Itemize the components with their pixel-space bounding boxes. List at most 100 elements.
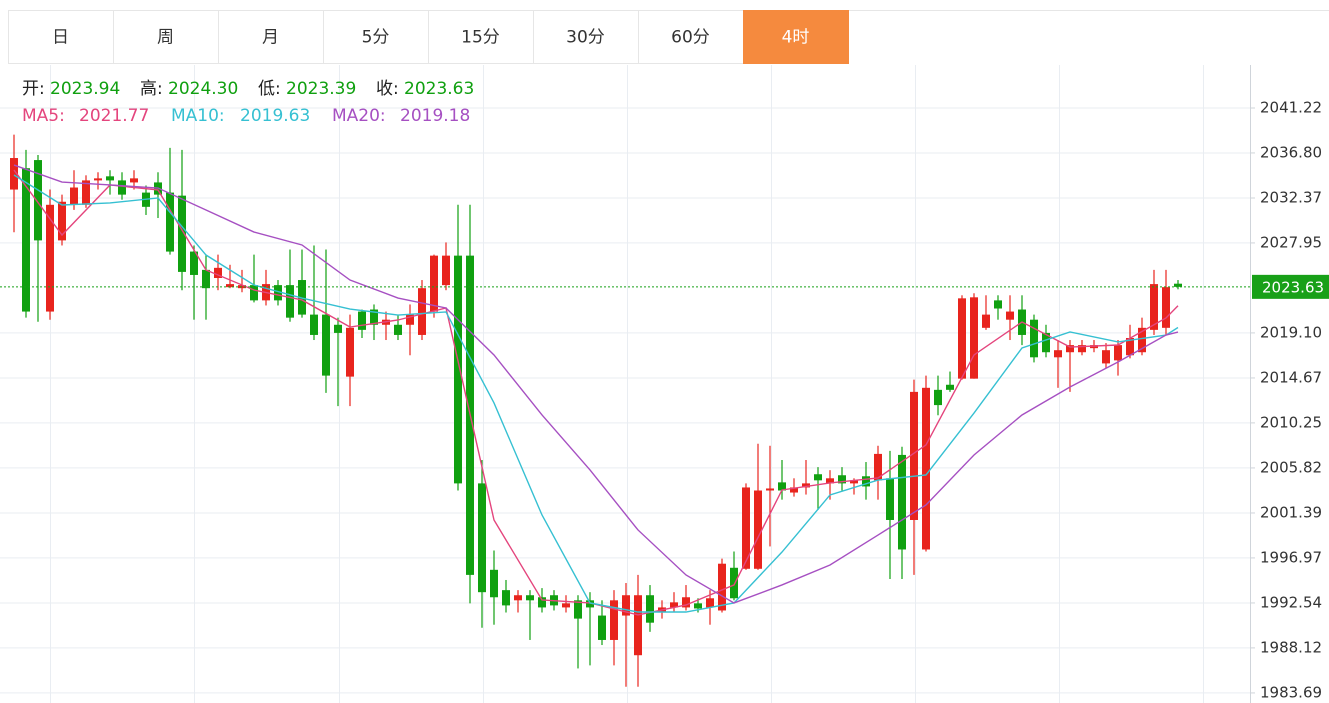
- y-tick-label: 2032.37: [1260, 188, 1322, 206]
- candle-body: [718, 563, 726, 611]
- candle-body: [94, 178, 102, 181]
- candle-body: [370, 309, 378, 325]
- candle-body: [1174, 283, 1182, 287]
- candle-body: [1138, 327, 1146, 353]
- candle-body: [1126, 337, 1134, 356]
- last-price-label: 2023.63: [1262, 278, 1324, 296]
- candle-body: [430, 255, 438, 312]
- y-tick-label: 2001.39: [1260, 503, 1322, 521]
- candle-body: [58, 201, 66, 241]
- tab[interactable]: 日: [8, 10, 114, 64]
- candle-body: [610, 600, 618, 640]
- tab-bg[interactable]: [218, 10, 324, 64]
- candle-body: [70, 187, 78, 205]
- candle-body: [358, 311, 366, 330]
- candle-body: [874, 453, 882, 481]
- tab-label[interactable]: 4时: [782, 28, 810, 48]
- candle-body: [634, 595, 642, 656]
- tab-label[interactable]: 周: [157, 28, 174, 48]
- tab-label[interactable]: 60分: [671, 28, 710, 48]
- candle-body: [478, 483, 486, 593]
- tab-label[interactable]: 15分: [461, 28, 500, 48]
- candle-body: [1006, 311, 1014, 320]
- tab[interactable]: 周: [113, 10, 219, 64]
- candle-body: [970, 297, 978, 379]
- legend-name: MA10:: [171, 106, 225, 126]
- candle-body: [1102, 350, 1110, 364]
- tab-label[interactable]: 月: [262, 28, 279, 48]
- legend-name: MA5:: [22, 106, 65, 126]
- candle-body: [166, 192, 174, 252]
- candle-body: [742, 487, 750, 569]
- legend-value: 2021.77: [79, 106, 149, 126]
- tab-label[interactable]: 30分: [566, 28, 605, 48]
- ohlc-key: 开:: [22, 79, 45, 99]
- ohlc-value: 2023.39: [286, 79, 356, 99]
- y-tick-label: 1988.12: [1260, 638, 1322, 656]
- tab[interactable]: 4时: [743, 10, 849, 64]
- candle-body: [886, 478, 894, 520]
- candle-body: [1042, 332, 1050, 353]
- candle-body: [934, 389, 942, 406]
- tab[interactable]: 15分: [428, 10, 534, 64]
- candle-body: [946, 384, 954, 390]
- candle-body: [34, 160, 42, 241]
- candle-body: [898, 454, 906, 550]
- candle-body: [538, 597, 546, 608]
- y-tick-label: 2041.22: [1260, 99, 1322, 117]
- tab-bg[interactable]: [638, 10, 744, 64]
- legend-name: MA20:: [332, 106, 386, 126]
- candle-body: [910, 391, 918, 520]
- candle-body: [490, 569, 498, 598]
- candle-body: [190, 251, 198, 275]
- ma-line: [13, 164, 1179, 604]
- candle-body: [814, 474, 822, 481]
- candle-body: [1030, 319, 1038, 358]
- candle-body: [334, 324, 342, 333]
- candle-body: [454, 255, 462, 484]
- ohlc-value: 2024.30: [168, 79, 238, 99]
- candle-body: [178, 195, 186, 272]
- tab-label[interactable]: 5分: [362, 28, 390, 48]
- candle-body: [622, 595, 630, 616]
- candle-body: [922, 387, 930, 550]
- candle-body: [526, 595, 534, 601]
- y-tick-label: 2005.82: [1260, 458, 1322, 476]
- ohlc-value: 2023.94: [50, 79, 120, 99]
- tab-bg[interactable]: [533, 10, 639, 64]
- candle-body: [706, 598, 714, 608]
- candle-body: [502, 590, 510, 606]
- candle-body: [838, 475, 846, 484]
- candle-body: [754, 490, 762, 569]
- y-tick-label: 2036.80: [1260, 143, 1322, 161]
- candle-body: [202, 269, 210, 289]
- candle-body: [1066, 345, 1074, 353]
- candle-body: [694, 603, 702, 609]
- candle-body: [130, 178, 138, 183]
- candle-body: [994, 300, 1002, 309]
- tab[interactable]: 月: [218, 10, 324, 64]
- ohlc-value: 2023.63: [404, 79, 474, 99]
- candle-body: [862, 476, 870, 487]
- candle-body: [586, 600, 594, 608]
- candle-body: [10, 158, 18, 190]
- candle-body: [118, 180, 126, 195]
- ohlc-key: 低:: [258, 79, 281, 99]
- tab-label[interactable]: 日: [52, 28, 69, 48]
- tab[interactable]: 60分: [638, 10, 744, 64]
- candle-body: [322, 314, 330, 376]
- candle-body: [286, 285, 294, 318]
- legend-value: 2019.63: [240, 106, 310, 126]
- candle-body: [766, 488, 774, 491]
- candle-body: [790, 487, 798, 493]
- candle-body: [826, 478, 834, 484]
- candle-body: [442, 255, 450, 286]
- candle-body: [406, 314, 414, 325]
- candle-body: [418, 288, 426, 335]
- candle-body: [22, 168, 30, 312]
- tab-bg[interactable]: [743, 10, 849, 64]
- tab[interactable]: 30分: [533, 10, 639, 64]
- tab[interactable]: 5分: [323, 10, 429, 64]
- y-tick-label: 2014.67: [1260, 368, 1322, 386]
